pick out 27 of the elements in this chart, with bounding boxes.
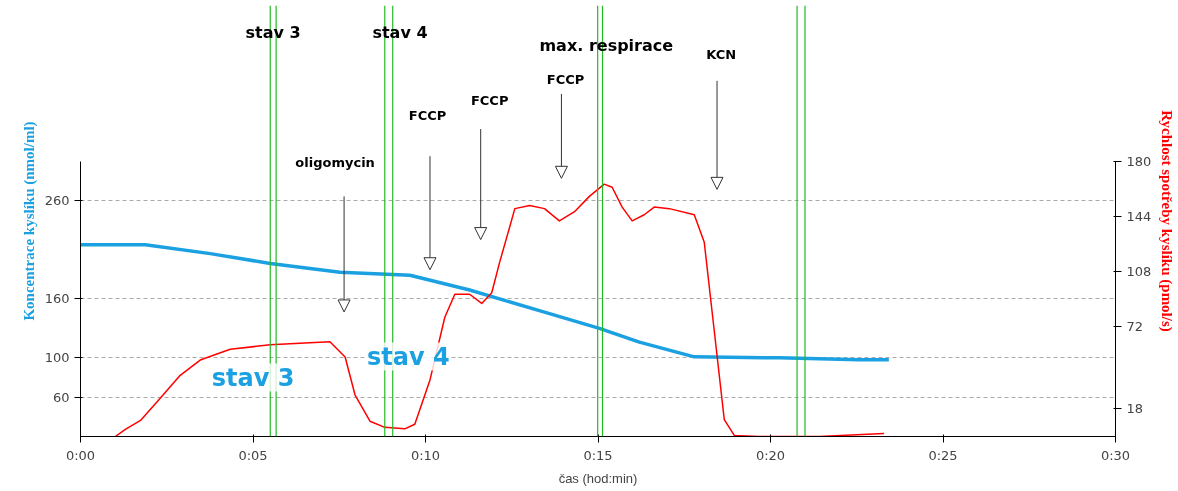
text: KCN — [706, 47, 737, 62]
annotation: oligomycin — [295, 155, 375, 170]
text: FCCP — [408, 108, 447, 123]
y2-tick-label: 108 — [1126, 263, 1152, 279]
x-axis-title: čas (hod:min) — [558, 470, 638, 486]
x-tick-label: 0:25 — [928, 447, 958, 463]
annotation: stav 4 — [366, 342, 450, 371]
y2-tick-label: 180 — [1126, 153, 1152, 169]
annotation: stav 3 — [211, 363, 295, 392]
x-tick-label: 0:05 — [238, 447, 268, 463]
y2-tick-label: 72 — [1126, 318, 1144, 334]
x-tick-label: 0:20 — [755, 447, 786, 463]
y-axis-title: Koncentrace kyslíku (nmol/ml) — [20, 121, 38, 321]
x-tick-label: 0:10 — [410, 447, 441, 463]
x-tick-label: 0:00 — [65, 447, 96, 463]
text: FCCP — [470, 93, 509, 108]
y-tick-label: 260 — [44, 193, 70, 209]
y2-tick-label: 144 — [1126, 208, 1152, 224]
y-tick-label: 160 — [44, 291, 70, 307]
y2-axis-title: Rychlost spotřeby kyslíku (pmol/s) — [1158, 110, 1176, 332]
x-tick-label: 0:30 — [1100, 447, 1131, 463]
text: FCCP — [546, 72, 585, 87]
x-tick-label: 0:15 — [583, 447, 613, 463]
line-series — [114, 183, 885, 437]
y-tick-label: 100 — [44, 350, 70, 366]
y2-tick-label: 18 — [1126, 401, 1144, 417]
y-tick-label: 60 — [52, 389, 70, 405]
